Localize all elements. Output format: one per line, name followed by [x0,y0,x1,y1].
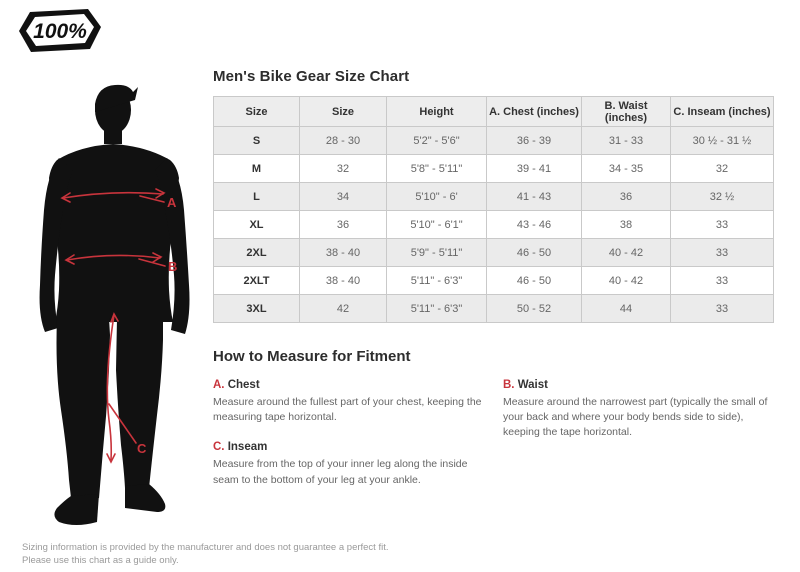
table-row: 3XL 42 5'11" - 6'3" 50 - 52 44 33 [213,294,774,323]
measure-name-inseam: Inseam [227,441,268,454]
size-table-header: Size Size Height A. Chest (inches) B. Waist … [213,96,774,127]
table-cell: 46 - 50 [486,238,582,267]
table-cell: 5'8" - 5'11" [386,154,487,183]
table-cell: 36 [581,182,671,211]
table-cell: 32 [299,154,387,183]
column-header: A. Chest (inches) [486,96,582,127]
table-row: 2XL 38 - 40 5'9" - 5'11" 46 - 50 40 - 42 33 [213,238,774,267]
footer-line-2: Please use this chart as a guide only. [22,555,179,567]
measure-name-waist: Waist [517,379,548,391]
brand-logo-icon: 100% [19,9,101,52]
table-cell: L [213,182,300,211]
table-cell: 33 [670,294,774,323]
table-cell: 36 - 39 [486,126,582,155]
table-row: XL 36 5'10" - 6'1" 43 - 46 38 33 [213,210,774,239]
measure-desc-inseam: Measure from the top of your inner leg a… [213,458,468,486]
measure-letter-b: B. [503,379,515,391]
column-header: Size [213,96,300,127]
table-cell: 41 - 43 [486,182,582,211]
table-cell: 40 - 42 [581,266,671,295]
table-cell: 5'11" - 6'3" [386,294,487,323]
table-cell: M [213,154,300,183]
measure-letter-c: C. [213,441,225,454]
table-row: L 34 5'10" - 6' 41 - 43 36 32 ½ [213,182,774,211]
measure-item-chest: A. Chest Measure around the fullest part… [213,379,491,425]
size-table: Size Size Height A. Chest (inches) B. Waist … [213,96,774,323]
table-cell: S [213,126,300,155]
table-row: M 32 5'8" - 5'11" 39 - 41 34 - 35 32 [213,154,774,183]
measure-column-right: B. Waist Measure around the narrowest pa… [503,379,781,441]
column-header: Size [299,96,387,127]
table-cell: 34 - 35 [581,154,671,183]
table-cell: 3XL [213,294,300,323]
column-header: C. Inseam (inches) [670,96,774,127]
table-cell: 31 - 33 [581,126,671,155]
table-cell: 38 - 40 [299,238,387,267]
table-cell: 30 ½ - 31 ½ [670,126,774,155]
measure-desc-chest: Measure around the fullest part of your … [213,396,482,424]
table-cell: 5'10" - 6'1" [386,210,487,239]
table-cell: 28 - 30 [299,126,387,155]
table-cell: 2XL [213,238,300,267]
chest-measure-line [60,188,166,203]
page-title: Men's Bike Gear Size Chart [213,68,410,85]
table-cell: 5'9" - 5'11" [386,238,487,267]
main-content: Men's Bike Gear Size Chart Size Size Heigh… [213,68,791,488]
measure-desc-waist: Measure around the narrowest part (typic… [503,396,768,439]
figure-label-a: A [167,195,177,210]
table-cell: 40 - 42 [581,238,671,267]
table-row: S 28 - 30 5'2" - 5'6" 36 - 39 31 - 33 30 ½ - … [213,126,774,155]
footer-disclaimer: Sizing information is provided by the ma… [22,541,389,568]
measure-column-left: A. Chest Measure around the fullest part… [213,379,491,488]
table-cell: 32 ½ [670,182,774,211]
table-cell: 33 [670,210,774,239]
inseam-measure-line [106,312,137,464]
table-cell: 38 - 40 [299,266,387,295]
figure-label-c: C [137,441,147,456]
measurement-figure: A B C [25,80,203,532]
column-header: Height [386,96,487,127]
table-cell: 34 [299,182,387,211]
table-cell: 42 [299,294,387,323]
table-cell: 39 - 41 [486,154,582,183]
table-cell: 43 - 46 [486,210,582,239]
brand-logo-text: 100% [33,20,87,43]
column-header: B. Waist (inches) [581,96,671,127]
table-cell: 5'2" - 5'6" [386,126,487,155]
figure-label-b: B [168,259,177,274]
table-row: 2XLT 38 - 40 5'11" - 6'3" 46 - 50 40 - 42 33 [213,266,774,295]
measure-item-waist: B. Waist Measure around the narrowest pa… [503,379,781,441]
measure-heading: How to Measure for Fitment [213,348,411,365]
measure-item-inseam: C. Inseam Measure from the top of your i… [213,441,491,487]
table-cell: 2XLT [213,266,300,295]
brand-logo[interactable]: 100% [19,9,101,52]
measure-letter-a: A. [213,379,225,391]
table-cell: 38 [581,210,671,239]
table-cell: 46 - 50 [486,266,582,295]
male-silhouette-icon [39,84,190,525]
table-cell: 44 [581,294,671,323]
measure-section: How to Measure for Fitment A. Chest Meas… [213,348,791,488]
table-cell: 33 [670,238,774,267]
table-cell: XL [213,210,300,239]
measure-name-chest: Chest [227,379,260,391]
waist-measure-line [64,252,166,267]
table-cell: 33 [670,266,774,295]
table-cell: 32 [670,154,774,183]
table-cell: 36 [299,210,387,239]
table-cell: 5'11" - 6'3" [386,266,487,295]
table-cell: 5'10" - 6' [386,182,487,211]
footer-line-1: Sizing information is provided by the ma… [22,542,389,553]
size-table-body: S 28 - 30 5'2" - 5'6" 36 - 39 31 - 33 30 ½ - … [213,126,774,323]
table-cell: 50 - 52 [486,294,582,323]
